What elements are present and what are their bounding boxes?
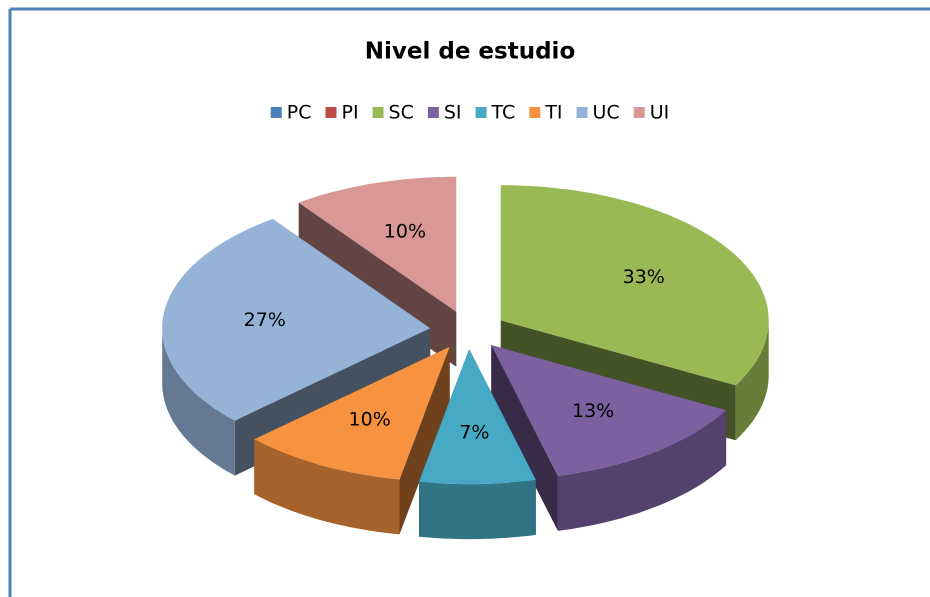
slice	[500, 185, 769, 386]
legend-swatch	[576, 107, 588, 118]
slice-wall	[557, 410, 727, 531]
data-label: 33%	[623, 266, 665, 288]
slice-wall	[419, 479, 536, 540]
legend-label: SC	[389, 102, 414, 124]
slice	[162, 219, 431, 421]
data-label: 13%	[572, 400, 614, 422]
chart-title: Nivel de estudio	[365, 39, 576, 65]
legend-label: PC	[287, 102, 312, 124]
legend-label: PI	[341, 102, 358, 124]
legend-swatch	[372, 107, 384, 118]
slice	[491, 345, 727, 476]
legend-swatch	[475, 107, 487, 118]
slice	[298, 176, 457, 312]
data-label: 27%	[244, 309, 286, 331]
data-label: 7%	[459, 421, 489, 443]
slice-side	[399, 346, 450, 535]
legend-swatch	[427, 107, 439, 118]
slice	[419, 349, 536, 485]
data-label: 10%	[349, 409, 391, 431]
legend-swatch	[325, 107, 337, 118]
slice-side	[491, 345, 558, 531]
legend-swatch	[529, 107, 541, 118]
legend-label: TI	[544, 102, 562, 124]
legend-label: TC	[491, 102, 516, 124]
legend-label: UC	[593, 102, 620, 124]
legend-label: UI	[650, 102, 670, 124]
data-label: 10%	[384, 221, 426, 243]
legend-label: SI	[444, 102, 462, 124]
legend-swatch	[270, 107, 282, 118]
slice-wall	[735, 320, 769, 441]
slice-wall	[254, 439, 400, 535]
legend-swatch	[633, 107, 645, 118]
slice-wall	[162, 328, 235, 476]
slice	[254, 346, 450, 480]
